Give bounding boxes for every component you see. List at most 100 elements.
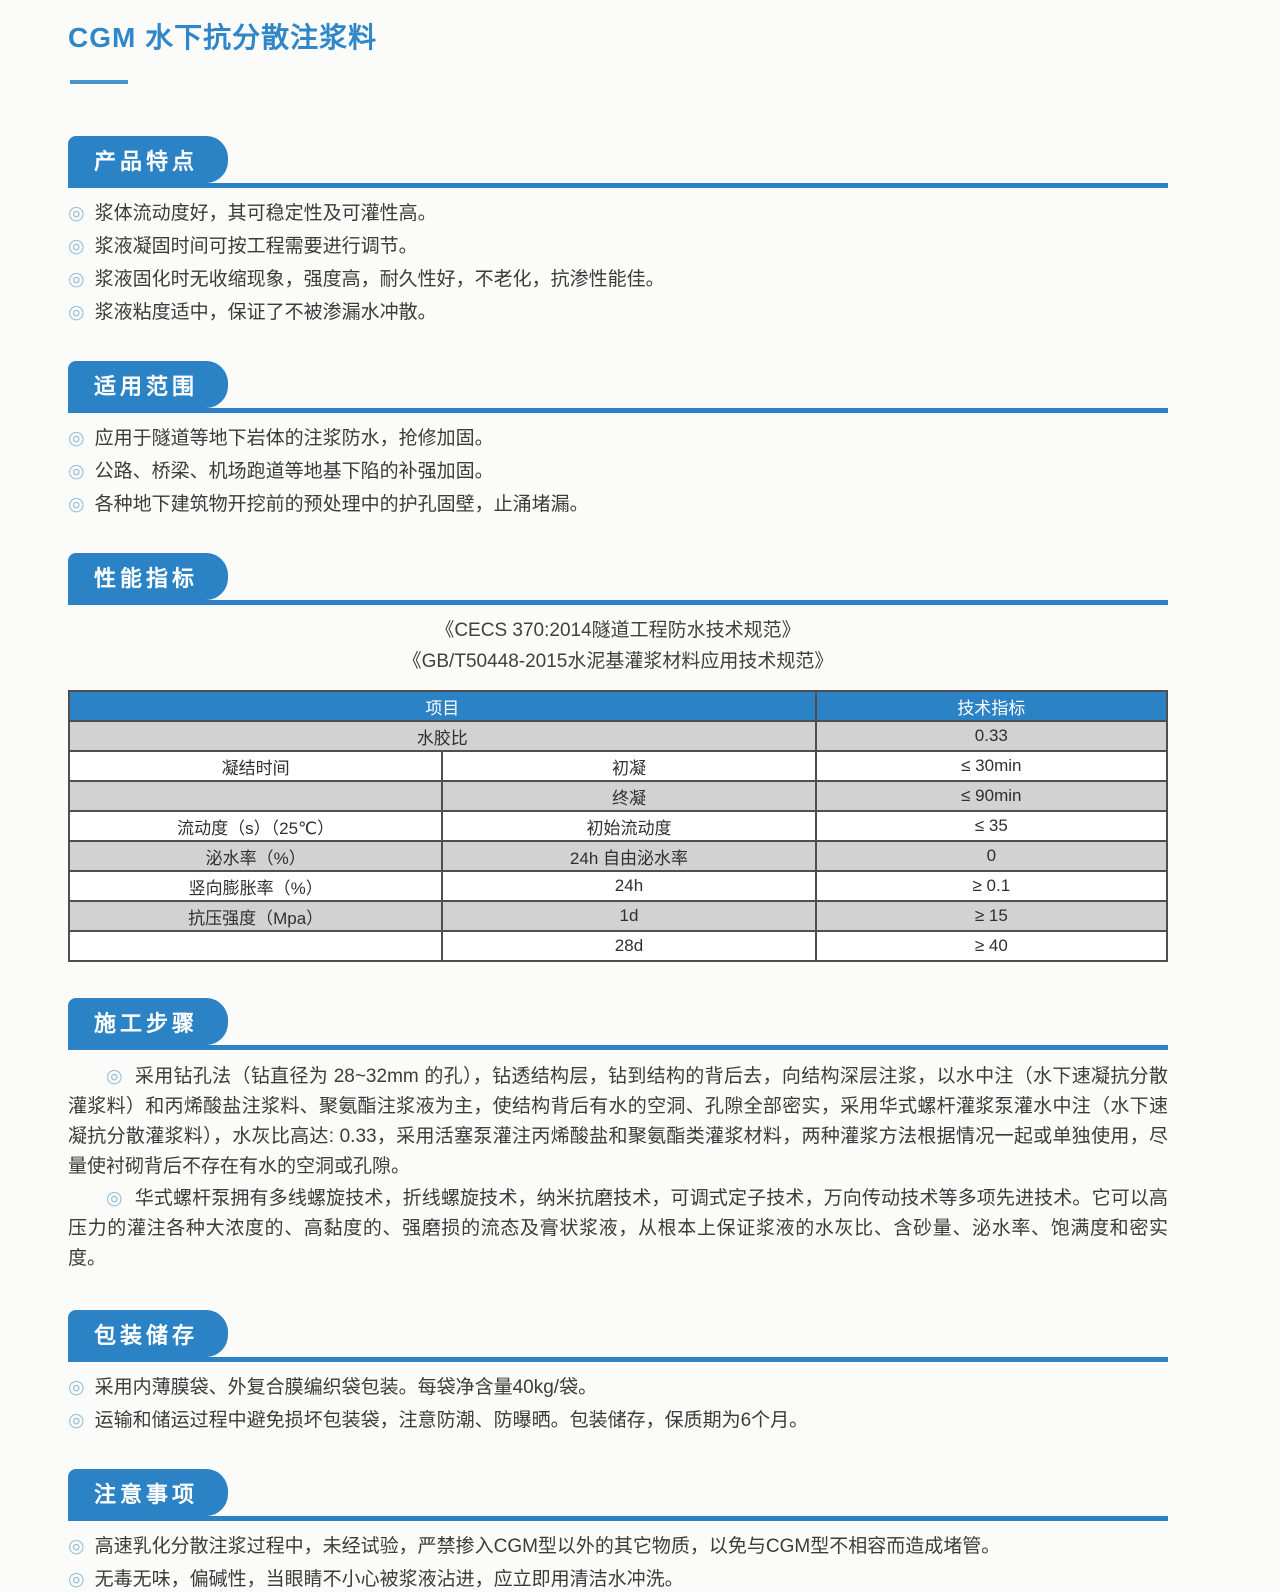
ring-bullet-icon: ◎ — [68, 1569, 85, 1590]
table-cell — [67, 780, 444, 812]
table-row: 水胶比 0.33 — [68, 720, 1169, 752]
ring-bullet-icon: ◎ — [68, 1536, 85, 1557]
standard-reference: 《CECS 370:2014隧道工程防水技术规范》 — [435, 620, 801, 641]
list-item: ◎ 采用内薄膜袋、外复合膜编织袋包装。每袋净含量40kg/袋。 — [68, 1375, 1168, 1400]
table-row: 28d ≥ 40 — [67, 930, 1169, 962]
table-cell: 0 — [814, 840, 1169, 872]
section-scope: 适用范围 ◎ 应用于隧道等地下岩体的注浆防水，抢修加固。 ◎ 公路、桥梁、机场跑道等… — [68, 361, 1168, 517]
table-row: 终凝 ≤ 90min — [67, 780, 1169, 812]
table-cell: 泌水率（%） — [67, 840, 444, 872]
ring-bullet-icon: ◎ — [106, 1188, 123, 1209]
paragraph: ◎ 采用钻孔法（钻直径为 28~32mm 的孔），钻透结构层，钻到结构的背后去，向… — [68, 1062, 1168, 1182]
table-header-row: 项目 技术指标 — [68, 690, 1169, 722]
list-item: ◎ 应用于隧道等地下岩体的注浆防水，抢修加固。 — [68, 426, 1168, 451]
section-header: 性能指标 — [68, 553, 1168, 605]
ring-bullet-icon: ◎ — [68, 1410, 85, 1431]
list-item: ◎ 运输和储运过程中避免损坏包装袋，注意防潮、防曝晒。包装储存，保质期为6个月。 — [68, 1408, 1168, 1433]
construction-paragraphs: ◎ 采用钻孔法（钻直径为 28~32mm 的孔），钻透结构层，钻到结构的背后去，向… — [68, 1062, 1168, 1274]
ring-bullet-icon: ◎ — [68, 269, 85, 290]
scope-list: ◎ 应用于隧道等地下岩体的注浆防水，抢修加固。 ◎ 公路、桥梁、机场跑道等地基下陷的… — [68, 426, 1168, 517]
bullet-text: 浆液凝固时间可按工程需要进行调节。 — [94, 236, 418, 257]
table-cell: 24h 自由泌水率 — [441, 840, 817, 872]
table-cell: ≥ 0.1 — [814, 870, 1169, 902]
bullet-text: 运输和储运过程中避免损坏包装袋，注意防潮、防曝晒。包装储存，保质期为6个月。 — [94, 1410, 809, 1431]
section-precautions: 注意事项 ◎ 高速乳化分散注浆过程中，未经试验，严禁掺入CGM型以外的其它物质，以… — [68, 1469, 1168, 1592]
bullet-text: 应用于隧道等地下岩体的注浆防水，抢修加固。 — [94, 428, 494, 449]
bullet-text: 各种地下建筑物开挖前的预处理中的护孔固壁，止涌堵漏。 — [94, 494, 589, 515]
list-item: ◎ 浆液固化时无收缩现象，强度高，耐久性好，不老化，抗渗性能佳。 — [68, 267, 1168, 292]
ring-bullet-icon: ◎ — [68, 461, 85, 482]
table-row: 凝结时间 初凝 ≤ 30min — [67, 750, 1169, 782]
table-cell: 凝结时间 — [67, 750, 444, 782]
table-cell: 初始流动度 — [441, 810, 817, 842]
list-item: ◎ 浆液粘度适中，保证了不被渗漏水冲散。 — [68, 300, 1168, 325]
table-cell: 28d — [441, 930, 817, 962]
section-header: 注意事项 — [68, 1469, 1168, 1521]
table-cell: ≤ 35 — [814, 810, 1169, 842]
features-list: ◎ 浆体流动度好，其可稳定性及可灌性高。 ◎ 浆液凝固时间可按工程需要进行调节。 ◎… — [68, 201, 1168, 325]
paragraph-text: 华式螺杆泵拥有多线螺旋技术，折线螺旋技术，纳米抗磨技术，可调式定子技术，万向传动… — [68, 1188, 1168, 1269]
bullet-text: 无毒无味，偏碱性，当眼睛不小心被浆液沾进，应立即用清洁水冲洗。 — [94, 1569, 684, 1590]
packaging-list: ◎ 采用内薄膜袋、外复合膜编织袋包装。每袋净含量40kg/袋。 ◎ 运输和储运过程中… — [68, 1375, 1168, 1433]
bullet-text: 浆液固化时无收缩现象，强度高，耐久性好，不老化，抗渗性能佳。 — [94, 269, 665, 290]
bullet-text: 浆液粘度适中，保证了不被渗漏水冲散。 — [94, 302, 437, 323]
table-cell: 24h — [441, 870, 817, 902]
section-heading-badge: 适用范围 — [68, 361, 229, 408]
table-cell: ≥ 15 — [814, 900, 1169, 932]
list-item: ◎ 浆液凝固时间可按工程需要进行调节。 — [68, 234, 1168, 259]
standard-reference: 《GB/T50448-2015水泥基灌浆材料应用技术规范》 — [402, 651, 834, 672]
paragraph-text: 采用钻孔法（钻直径为 28~32mm 的孔），钻透结构层，钻到结构的背后去，向结… — [68, 1066, 1168, 1177]
ring-bullet-icon: ◎ — [68, 428, 85, 449]
ring-bullet-icon: ◎ — [68, 494, 85, 515]
ring-bullet-icon: ◎ — [68, 236, 85, 257]
table-cell: 流动度（s）（25℃） — [67, 810, 444, 842]
table-cell: 1d — [441, 900, 817, 932]
table-cell: ≤ 30min — [814, 750, 1169, 782]
table-row: 流动度（s）（25℃） 初始流动度 ≤ 35 — [67, 810, 1169, 842]
table-cell: 抗压强度（Mpa） — [67, 900, 444, 932]
table-row: 抗压强度（Mpa） 1d ≥ 15 — [67, 900, 1169, 932]
section-header: 产品特点 — [68, 136, 1168, 188]
title-underline-dash — [70, 80, 128, 84]
table-cell: 竖向膨胀率（%） — [67, 870, 444, 902]
section-header: 施工步骤 — [68, 998, 1168, 1050]
standards-references: 《CECS 370:2014隧道工程防水技术规范》 《GB/T50448-201… — [68, 615, 1168, 677]
ring-bullet-icon: ◎ — [68, 203, 85, 224]
ring-bullet-icon: ◎ — [106, 1066, 123, 1087]
list-item: ◎ 浆体流动度好，其可稳定性及可灌性高。 — [68, 201, 1168, 226]
bullet-text: 公路、桥梁、机场跑道等地基下陷的补强加固。 — [94, 461, 494, 482]
table-header-cell: 技术指标 — [814, 690, 1169, 722]
table-cell: ≥ 40 — [814, 930, 1169, 962]
paragraph: ◎ 华式螺杆泵拥有多线螺旋技术，折线螺旋技术，纳米抗磨技术，可调式定子技术，万向传… — [68, 1184, 1168, 1274]
table-header-cell: 项目 — [68, 690, 817, 722]
bullet-text: 浆体流动度好，其可稳定性及可灌性高。 — [94, 203, 437, 224]
section-features: 产品特点 ◎ 浆体流动度好，其可稳定性及可灌性高。 ◎ 浆液凝固时间可按工程需要进行… — [68, 136, 1168, 325]
list-item: ◎ 各种地下建筑物开挖前的预处理中的护孔固壁，止涌堵漏。 — [68, 492, 1168, 517]
list-item: ◎ 无毒无味，偏碱性，当眼睛不小心被浆液沾进，应立即用清洁水冲洗。 — [68, 1567, 1168, 1592]
ring-bullet-icon: ◎ — [68, 1377, 85, 1398]
section-heading-badge: 产品特点 — [68, 136, 229, 183]
table-cell: 0.33 — [814, 720, 1169, 752]
section-heading-badge: 包装储存 — [68, 1310, 229, 1357]
table-cell: ≤ 90min — [814, 780, 1169, 812]
section-heading-badge: 性能指标 — [68, 553, 229, 600]
section-construction: 施工步骤 ◎ 采用钻孔法（钻直径为 28~32mm 的孔），钻透结构层，钻到结构的… — [68, 998, 1168, 1274]
section-header: 适用范围 — [68, 361, 1168, 413]
table-cell: 水胶比 — [68, 720, 817, 752]
list-item: ◎ 公路、桥梁、机场跑道等地基下陷的补强加固。 — [68, 459, 1168, 484]
section-heading-badge: 注意事项 — [68, 1469, 229, 1516]
performance-table: 项目 技术指标 水胶比 0.33 凝结时间 初凝 ≤ 30min 终凝 ≤ 90… — [67, 690, 1169, 962]
ring-bullet-icon: ◎ — [68, 302, 85, 323]
list-item: ◎ 高速乳化分散注浆过程中，未经试验，严禁掺入CGM型以外的其它物质，以免与CGM… — [68, 1534, 1168, 1559]
section-header: 包装储存 — [68, 1310, 1168, 1362]
table-cell: 初凝 — [441, 750, 817, 782]
page-title: CGM 水下抗分散注浆料 — [68, 22, 378, 53]
table-row: 竖向膨胀率（%） 24h ≥ 0.1 — [67, 870, 1169, 902]
precautions-list: ◎ 高速乳化分散注浆过程中，未经试验，严禁掺入CGM型以外的其它物质，以免与CGM… — [68, 1534, 1168, 1592]
section-packaging: 包装储存 ◎ 采用内薄膜袋、外复合膜编织袋包装。每袋净含量40kg/袋。 ◎ 运输和… — [68, 1310, 1168, 1433]
section-performance: 性能指标 《CECS 370:2014隧道工程防水技术规范》 《GB/T5044… — [67, 553, 1169, 962]
bullet-text: 高速乳化分散注浆过程中，未经试验，严禁掺入CGM型以外的其它物质，以免与CGM型… — [94, 1536, 1001, 1557]
table-cell — [67, 930, 444, 962]
table-cell: 终凝 — [441, 780, 817, 812]
